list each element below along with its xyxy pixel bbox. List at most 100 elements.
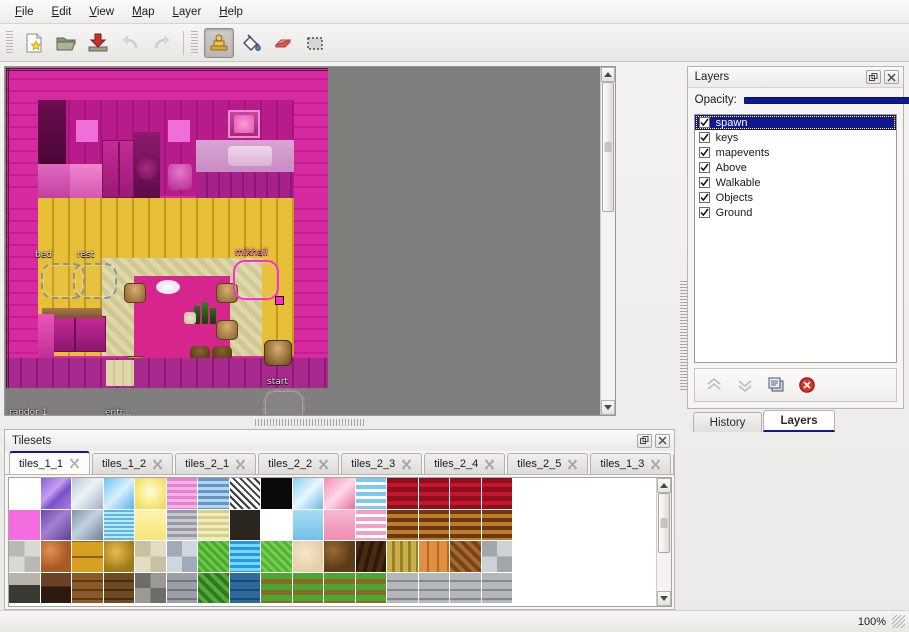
tile-cell[interactable] — [418, 541, 450, 573]
tile-cell[interactable] — [166, 572, 198, 604]
bucket-fill-button[interactable] — [236, 28, 266, 58]
resize-grip[interactable] — [892, 615, 905, 628]
tile-cell[interactable] — [387, 572, 419, 604]
tools-grip[interactable] — [191, 30, 198, 55]
tileset-tab-close-icon[interactable] — [567, 459, 578, 470]
tileset-tab-close-icon[interactable] — [484, 459, 495, 470]
float-icon[interactable] — [636, 433, 652, 448]
horizontal-splitter[interactable] — [0, 417, 619, 427]
tile-cell[interactable] — [513, 509, 545, 541]
tile-cell[interactable] — [229, 541, 261, 573]
tile-cell[interactable] — [387, 478, 419, 510]
map-canvas[interactable]: bed rest mikhail randor 1 entr... start — [5, 67, 600, 415]
tile-cell[interactable] — [513, 478, 545, 510]
tile-cell[interactable] — [229, 478, 261, 510]
toolbar-grip[interactable] — [6, 30, 13, 55]
tileset-tab-close-icon[interactable] — [69, 458, 80, 469]
map-object-rest[interactable] — [73, 263, 117, 299]
layer-row[interactable]: keys — [695, 130, 896, 145]
tile-cell[interactable] — [40, 478, 72, 510]
layer-visibility-checkbox[interactable] — [698, 147, 710, 158]
tile-cell[interactable] — [387, 509, 419, 541]
tile-cell[interactable] — [450, 541, 482, 573]
map-object-start[interactable] — [263, 389, 305, 415]
layer-visibility-checkbox[interactable] — [698, 162, 710, 173]
tileset-grid[interactable] — [9, 478, 545, 604]
tile-cell[interactable] — [292, 478, 324, 510]
dock-tab-layers[interactable]: Layers — [763, 410, 835, 432]
stamp-brush-button[interactable] — [204, 27, 234, 58]
tileset-tab-tiles_2_2[interactable]: tiles_2_2 — [258, 453, 340, 474]
tile-cell[interactable] — [72, 478, 104, 510]
tile-cell[interactable] — [355, 509, 387, 541]
tile-cell[interactable] — [450, 572, 482, 604]
map-scroll-track[interactable] — [601, 82, 615, 400]
tile-cell[interactable] — [324, 478, 356, 510]
layer-visibility-checkbox[interactable] — [698, 117, 710, 128]
tile-cell[interactable] — [261, 572, 293, 604]
menu-view[interactable]: View — [89, 5, 115, 18]
tile-cell[interactable] — [229, 572, 261, 604]
map-scroll-thumb[interactable] — [602, 82, 614, 212]
tile-cell[interactable] — [103, 509, 135, 541]
tile-cell[interactable] — [40, 541, 72, 573]
close-icon[interactable] — [884, 70, 899, 84]
tile-cell[interactable] — [261, 478, 293, 510]
tile-cell[interactable] — [292, 541, 324, 573]
tile-cell[interactable] — [450, 509, 482, 541]
menu-file[interactable]: File — [15, 5, 34, 18]
map-vertical-scrollbar[interactable] — [600, 67, 615, 415]
open-folder-button[interactable] — [51, 28, 81, 58]
tile-cell[interactable] — [324, 509, 356, 541]
tile-cell[interactable] — [166, 541, 198, 573]
tileset-tab-tiles_1_2[interactable]: tiles_1_2 — [92, 453, 174, 474]
tile-cell[interactable] — [72, 541, 104, 573]
tile-cell[interactable] — [40, 509, 72, 541]
map-object-mikhail[interactable] — [233, 260, 279, 300]
tile-cell[interactable] — [198, 541, 230, 573]
layer-row[interactable]: mapevents — [695, 145, 896, 160]
tile-cell[interactable] — [261, 509, 293, 541]
tile-cell[interactable] — [292, 572, 324, 604]
tile-cell[interactable] — [135, 572, 167, 604]
tile-cell[interactable] — [481, 541, 513, 573]
tile-cell[interactable] — [40, 572, 72, 604]
tile-cell[interactable] — [387, 541, 419, 573]
tileset-tab-tiles_2_1[interactable]: tiles_2_1 — [175, 453, 257, 474]
tile-cell[interactable] — [72, 509, 104, 541]
tileset-view[interactable] — [8, 477, 672, 607]
tile-cell[interactable] — [355, 541, 387, 573]
layer-row[interactable]: Walkable — [695, 175, 896, 190]
tile-cell[interactable] — [135, 541, 167, 573]
menu-edit[interactable]: Edit — [51, 5, 72, 18]
layer-row[interactable]: Objects — [695, 190, 896, 205]
tileset-tab-tiles_1_1[interactable]: tiles_1_1 — [9, 451, 91, 474]
tileset-scroll-down-button[interactable] — [656, 591, 671, 606]
tile-cell[interactable] — [72, 572, 104, 604]
tile-cell[interactable] — [166, 478, 198, 510]
tile-cell[interactable] — [135, 509, 167, 541]
tile-cell[interactable] — [355, 572, 387, 604]
tile-cell[interactable] — [418, 572, 450, 604]
tileset-tab-close-icon[interactable] — [650, 459, 661, 470]
tile-cell[interactable] — [261, 541, 293, 573]
new-file-button[interactable] — [19, 28, 49, 58]
tile-cell[interactable] — [9, 572, 41, 604]
tileset-tab-close-icon[interactable] — [318, 459, 329, 470]
layer-row[interactable]: spawn — [694, 115, 896, 130]
selection-handle[interactable] — [275, 296, 284, 305]
tile-cell[interactable] — [135, 478, 167, 510]
menu-map[interactable]: Map — [132, 5, 155, 18]
undo-button[interactable] — [115, 28, 145, 58]
tile-cell[interactable] — [166, 509, 198, 541]
tile-cell[interactable] — [324, 541, 356, 573]
tileset-vertical-scrollbar[interactable] — [655, 478, 671, 606]
tileset-tab-tiles_2_3[interactable]: tiles_2_3 — [341, 453, 423, 474]
tileset-tab-tiles_1_3[interactable]: tiles_1_3 — [590, 453, 672, 474]
tile-cell[interactable] — [481, 478, 513, 510]
tileset-tab-tiles_2_5[interactable]: tiles_2_5 — [507, 453, 589, 474]
layer-visibility-checkbox[interactable] — [698, 177, 710, 188]
tile-cell[interactable] — [292, 509, 324, 541]
dock-tab-strip[interactable]: History Layers — [687, 409, 904, 432]
layer-visibility-checkbox[interactable] — [698, 132, 710, 143]
